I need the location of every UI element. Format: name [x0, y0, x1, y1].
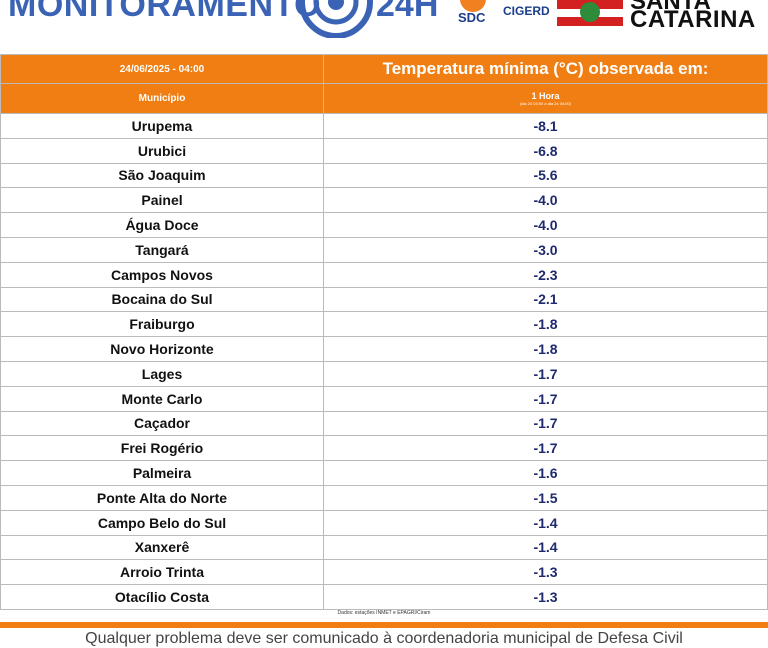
temperature: -8.1	[323, 113, 768, 139]
temperature-table: 24/06/2025 - 04:00 Temperatura mínima (°…	[0, 54, 768, 610]
municipality: Campo Belo do Sul	[0, 509, 324, 536]
table-heading: Temperatura mínima (°C) observada em:	[323, 54, 768, 84]
municipality: Caçador	[0, 410, 324, 437]
temperature: -1.7	[323, 410, 768, 437]
municipality: São Joaquim	[0, 162, 324, 189]
table-row: Tangará -3.0	[0, 236, 768, 263]
state-flag	[557, 0, 623, 26]
table-row: Campo Belo do Sul -1.4	[0, 509, 768, 536]
temperature: -4.0	[323, 212, 768, 238]
table-row: Água Doce -4.0	[0, 212, 768, 238]
footer-bar	[0, 622, 768, 628]
state-name: SANTA	[630, 0, 711, 15]
municipality: Monte Carlo	[0, 385, 324, 412]
temperature: -1.8	[323, 311, 768, 338]
table-row: Arroio Trinta -1.3	[0, 559, 768, 586]
target-icon	[299, 0, 373, 38]
table-row: Urubici -6.8	[0, 137, 768, 164]
municipality: Água Doce	[0, 212, 324, 238]
municipality: Ponte Alta do Norte	[0, 484, 324, 511]
temperature: -5.6	[323, 162, 768, 189]
temperature: -1.7	[323, 360, 768, 387]
municipality: Painel	[0, 187, 324, 214]
municipality: Arroio Trinta	[0, 559, 324, 586]
temperature: -1.7	[323, 435, 768, 462]
datetime: 24/06/2025 - 04:00	[0, 54, 324, 84]
column-subheader: (dia 24 03:00 a dia 24 04:00)	[519, 101, 572, 106]
temperature: -1.3	[323, 559, 768, 586]
table-row: Ponte Alta do Norte -1.5	[0, 484, 768, 511]
municipality: Urupema	[0, 113, 324, 139]
state-name: CATARINA	[630, 6, 756, 33]
table-row: Palmeira -1.6	[0, 460, 768, 486]
table-row: Fraiburgo -1.8	[0, 311, 768, 338]
municipality: Novo Horizonte	[0, 336, 324, 362]
municipality: Tangará	[0, 236, 324, 263]
temperature: -1.4	[323, 509, 768, 536]
table-row: Otacílio Costa -1.3	[0, 584, 768, 610]
column-header-cell: 1 Hora (dia 24 03:00 a dia 24 04:00)	[323, 83, 768, 114]
temperature: -1.4	[323, 534, 768, 561]
table-row: Urupema -8.1	[0, 113, 768, 139]
table-row: São Joaquim -5.6	[0, 162, 768, 189]
sdc-logo	[460, 0, 486, 12]
municipality: Otacílio Costa	[0, 584, 324, 610]
temperature: -1.6	[323, 460, 768, 486]
temperature: -1.8	[323, 336, 768, 362]
sdc-label: SDC	[458, 10, 486, 25]
municipality: Bocaina do Sul	[0, 286, 324, 313]
table-row: Campos Novos -2.3	[0, 261, 768, 288]
brand-title: MONITORAMENTO	[8, 0, 322, 24]
source-note: Dados: estações INMET e EPAGRI/Ciram	[337, 610, 431, 616]
table-row: Painel -4.0	[0, 187, 768, 214]
table-row: Frei Rogério -1.7	[0, 435, 768, 462]
table-row: Caçador -1.7	[0, 410, 768, 437]
column-header: 1 Hora	[531, 91, 560, 101]
temperature: -2.3	[323, 261, 768, 288]
table-row: Xanxerê -1.4	[0, 534, 768, 561]
footer-note: Qualquer problema deve ser comunicado à …	[85, 630, 683, 647]
temperature: -4.0	[323, 187, 768, 214]
temperature: -1.7	[323, 385, 768, 412]
temperature: -2.1	[323, 286, 768, 313]
municipality: Frei Rogério	[0, 435, 324, 462]
column-header: Município	[0, 83, 324, 114]
temperature: -1.3	[323, 584, 768, 610]
table-row: Bocaina do Sul -2.1	[0, 286, 768, 313]
temperature: -6.8	[323, 137, 768, 164]
municipality: Palmeira	[0, 460, 324, 486]
cigerd-label: CIGERD	[503, 4, 550, 18]
table-row: Novo Horizonte -1.8	[0, 336, 768, 362]
municipality: Lages	[0, 360, 324, 387]
table-row: Monte Carlo -1.7	[0, 385, 768, 412]
municipality: Xanxerê	[0, 534, 324, 561]
municipality: Urubici	[0, 137, 324, 164]
municipality: Fraiburgo	[0, 311, 324, 338]
temperature: -3.0	[323, 236, 768, 263]
temperature: -1.5	[323, 484, 768, 511]
brand-badge: 24H	[376, 0, 439, 24]
municipality: Campos Novos	[0, 261, 324, 288]
table-row: Lages -1.7	[0, 360, 768, 387]
